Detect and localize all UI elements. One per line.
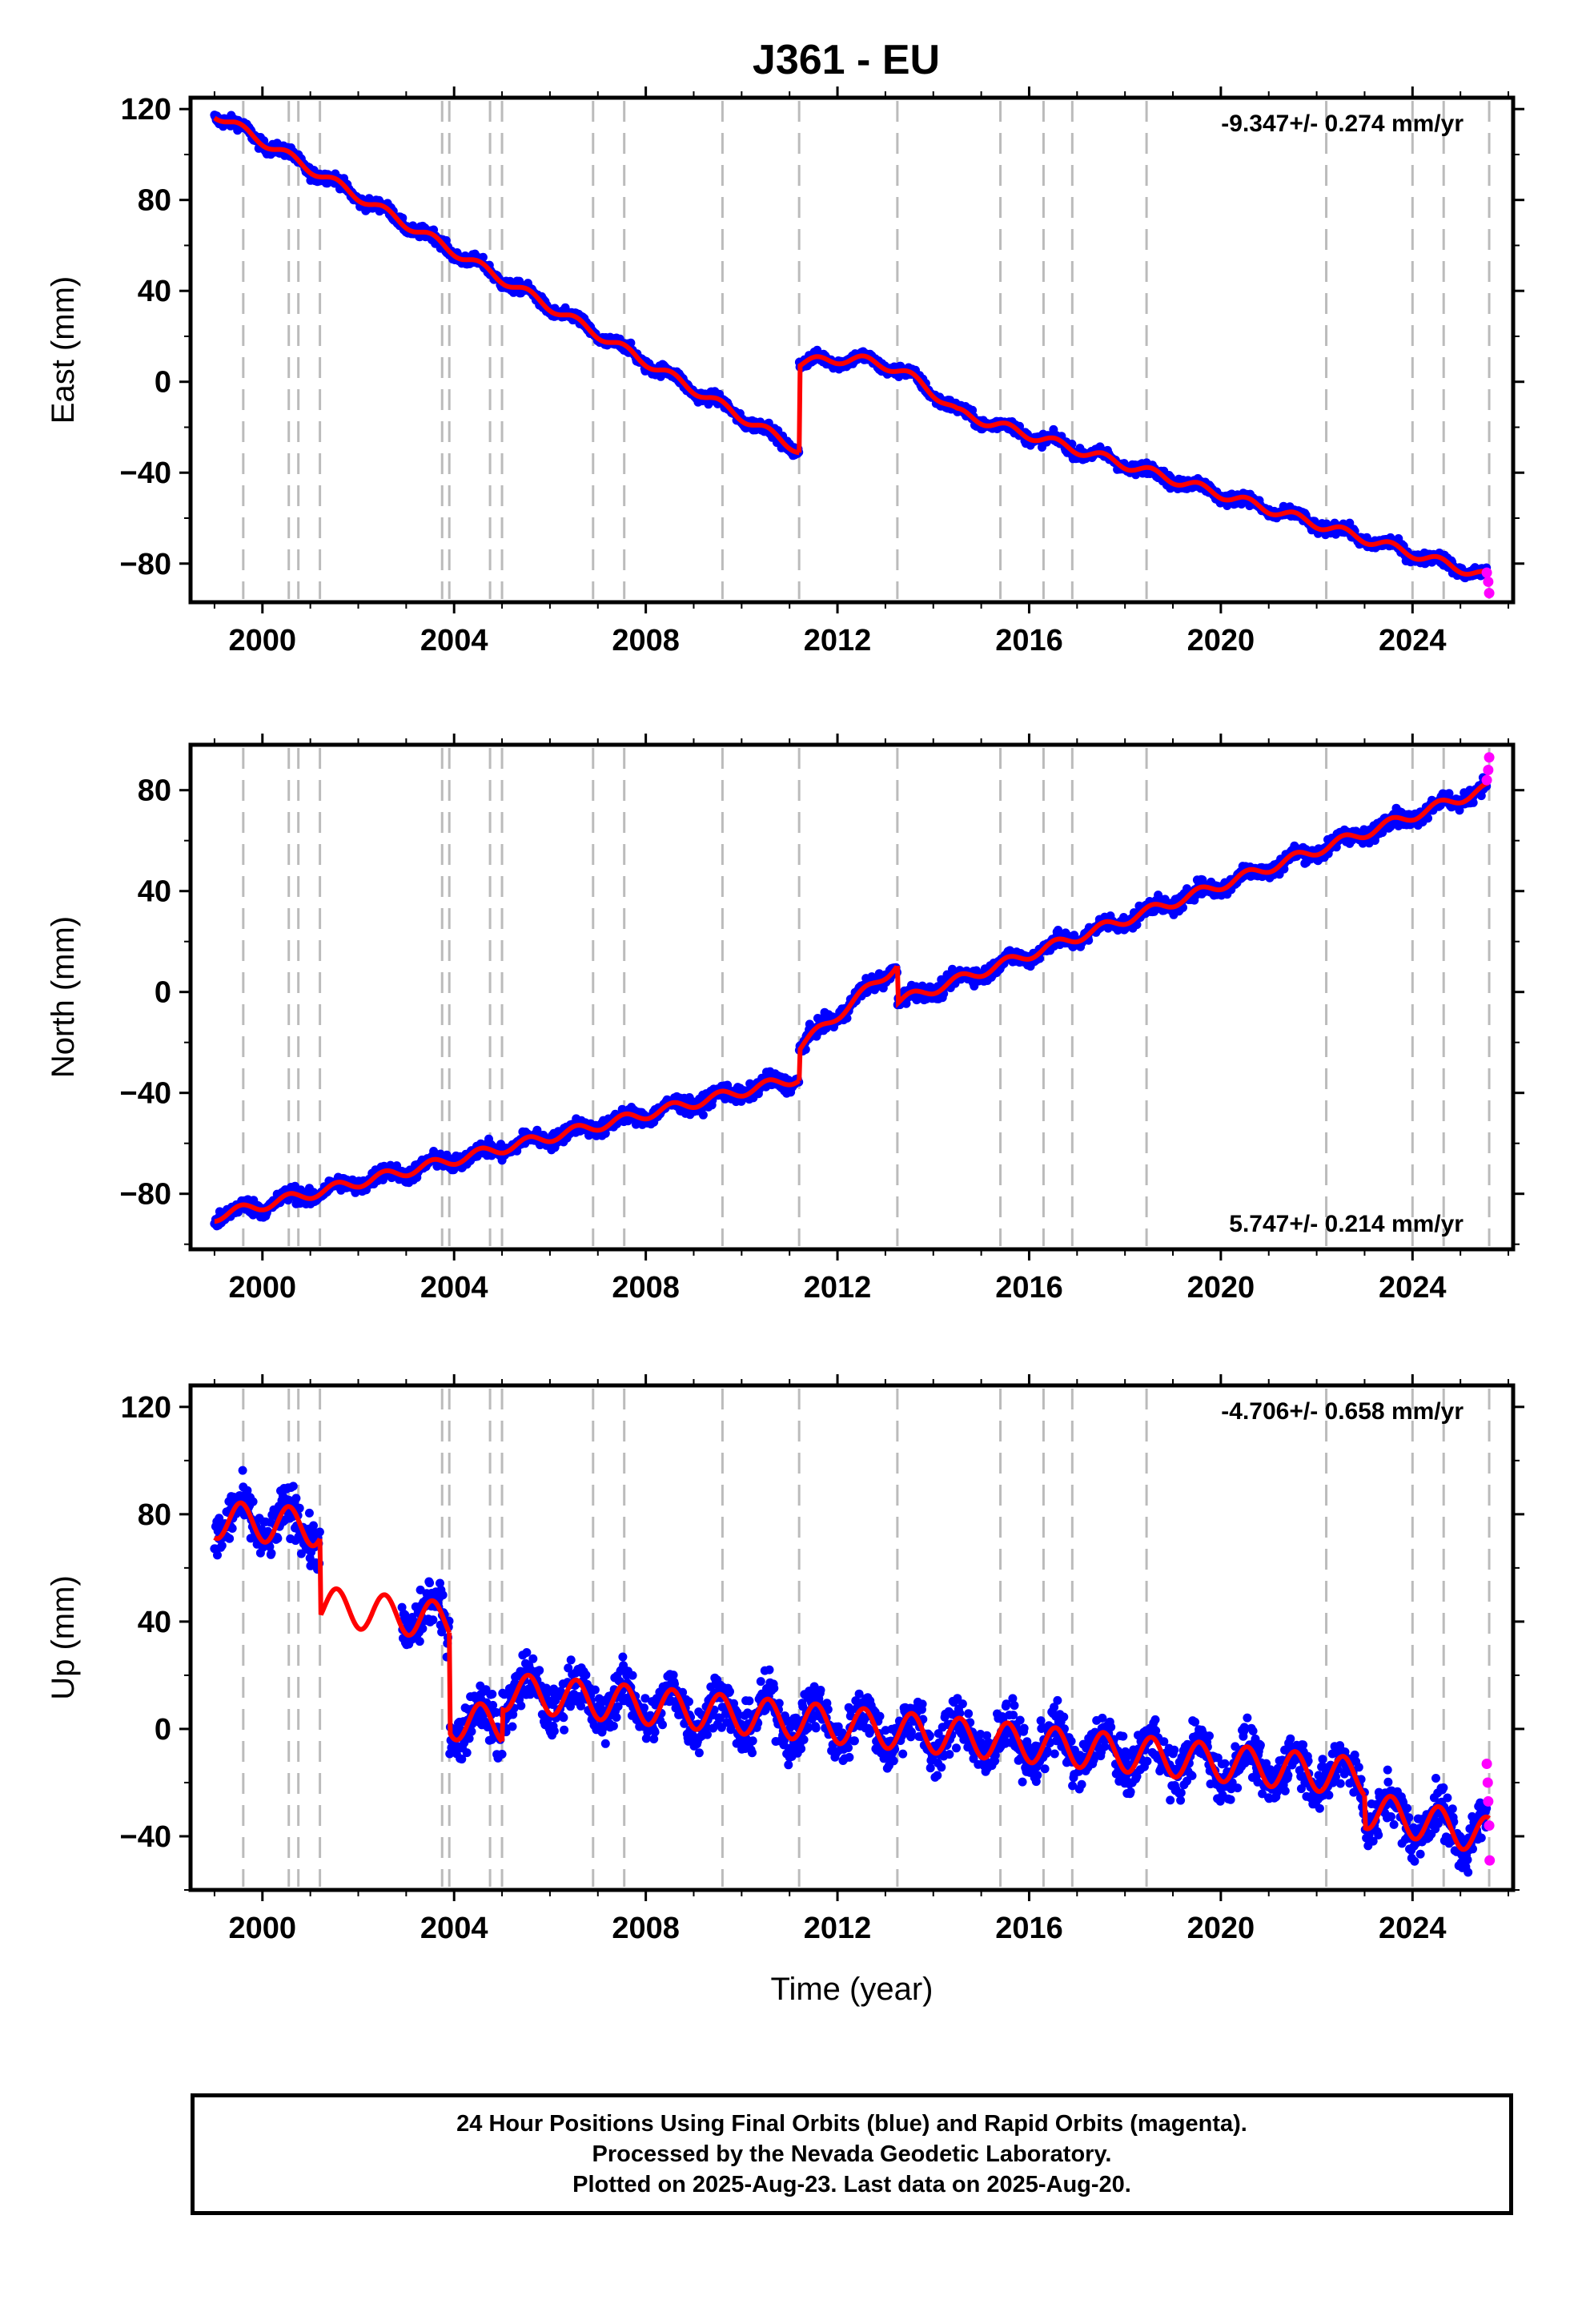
y-tick-label: 120	[121, 93, 171, 127]
y-axis-label: East (mm)	[46, 276, 81, 424]
y-axis-label: North (mm)	[46, 916, 81, 1078]
x-tick-label: 2020	[1187, 624, 1255, 657]
final-orbit-point	[415, 1637, 424, 1647]
y-tick-label: −40	[120, 1077, 171, 1111]
north-panel: −80 −40 0 40 80 2000 2004 2008 2012 2016 2020 2024 N…	[46, 734, 1524, 1305]
final-orbit-point	[248, 1497, 258, 1506]
rapid-orbit-point	[1481, 567, 1492, 578]
final-orbit-point	[213, 1550, 222, 1560]
y-tick-label: 80	[138, 184, 171, 218]
rate-label: 5.747+/- 0.214 mm/yr	[1229, 1211, 1464, 1237]
final-orbit-point	[309, 1521, 318, 1530]
east-panel: −80 −40 0 40 80 120 2000 2004 2008 2012 2016 2020 20…	[46, 86, 1524, 657]
y-tick-label: −40	[120, 456, 171, 490]
rapid-orbit-point	[1481, 774, 1492, 786]
x-tick-label: 2012	[804, 1271, 872, 1305]
figure-title: J361 - EU	[753, 37, 940, 83]
final-orbit-point	[304, 1508, 314, 1518]
x-tick-label: 2008	[612, 624, 680, 657]
x-tick-label: 2012	[804, 624, 872, 657]
final-orbit-point	[315, 1527, 324, 1537]
y-tick-label: 0	[155, 976, 171, 1010]
final-orbit-point	[217, 1541, 227, 1550]
final-orbit-point	[425, 1578, 435, 1588]
x-tick-label: 2000	[229, 1271, 297, 1305]
x-tick-label: 2020	[1187, 1271, 1255, 1305]
final-orbit-point	[462, 1748, 472, 1758]
final-orbit-point	[438, 1590, 448, 1600]
final-orbit-point	[291, 1494, 301, 1503]
final-orbit-point	[428, 1615, 438, 1625]
x-tick-label: 2016	[995, 624, 1063, 657]
y-tick-label: 40	[138, 275, 171, 308]
rapid-orbit-point	[1483, 765, 1494, 775]
final-orbit-point	[225, 1534, 235, 1543]
x-tick-label: 2008	[612, 1271, 680, 1305]
final-orbit-point	[267, 1549, 276, 1558]
y-tick-label: 80	[138, 774, 171, 808]
final-orbit-points	[210, 1466, 1492, 1877]
final-orbit-point	[478, 252, 488, 262]
rapid-orbit-point	[1483, 576, 1494, 587]
rapid-orbit-point	[1484, 752, 1495, 763]
rapid-orbit-point	[1484, 588, 1495, 599]
final-orbit-point	[273, 1534, 283, 1543]
final-orbit-point	[288, 1482, 298, 1491]
rate-label: -9.347+/- 0.274 mm/yr	[1221, 111, 1464, 137]
final-orbit-point	[698, 1110, 708, 1120]
y-tick-label: 0	[155, 366, 171, 400]
x-tick-label: 2004	[420, 624, 488, 657]
x-tick-label: 2024	[1379, 624, 1447, 657]
final-orbit-point	[238, 1466, 247, 1475]
y-tick-label: −80	[120, 1178, 171, 1212]
x-tick-label: 2000	[229, 624, 297, 657]
y-tick-label: −80	[120, 548, 171, 581]
x-tick-label: 2024	[1379, 1271, 1447, 1305]
y-tick-label: 40	[138, 875, 171, 909]
x-tick-label: 2016	[995, 1271, 1063, 1305]
x-tick-label: 2004	[420, 1271, 488, 1305]
